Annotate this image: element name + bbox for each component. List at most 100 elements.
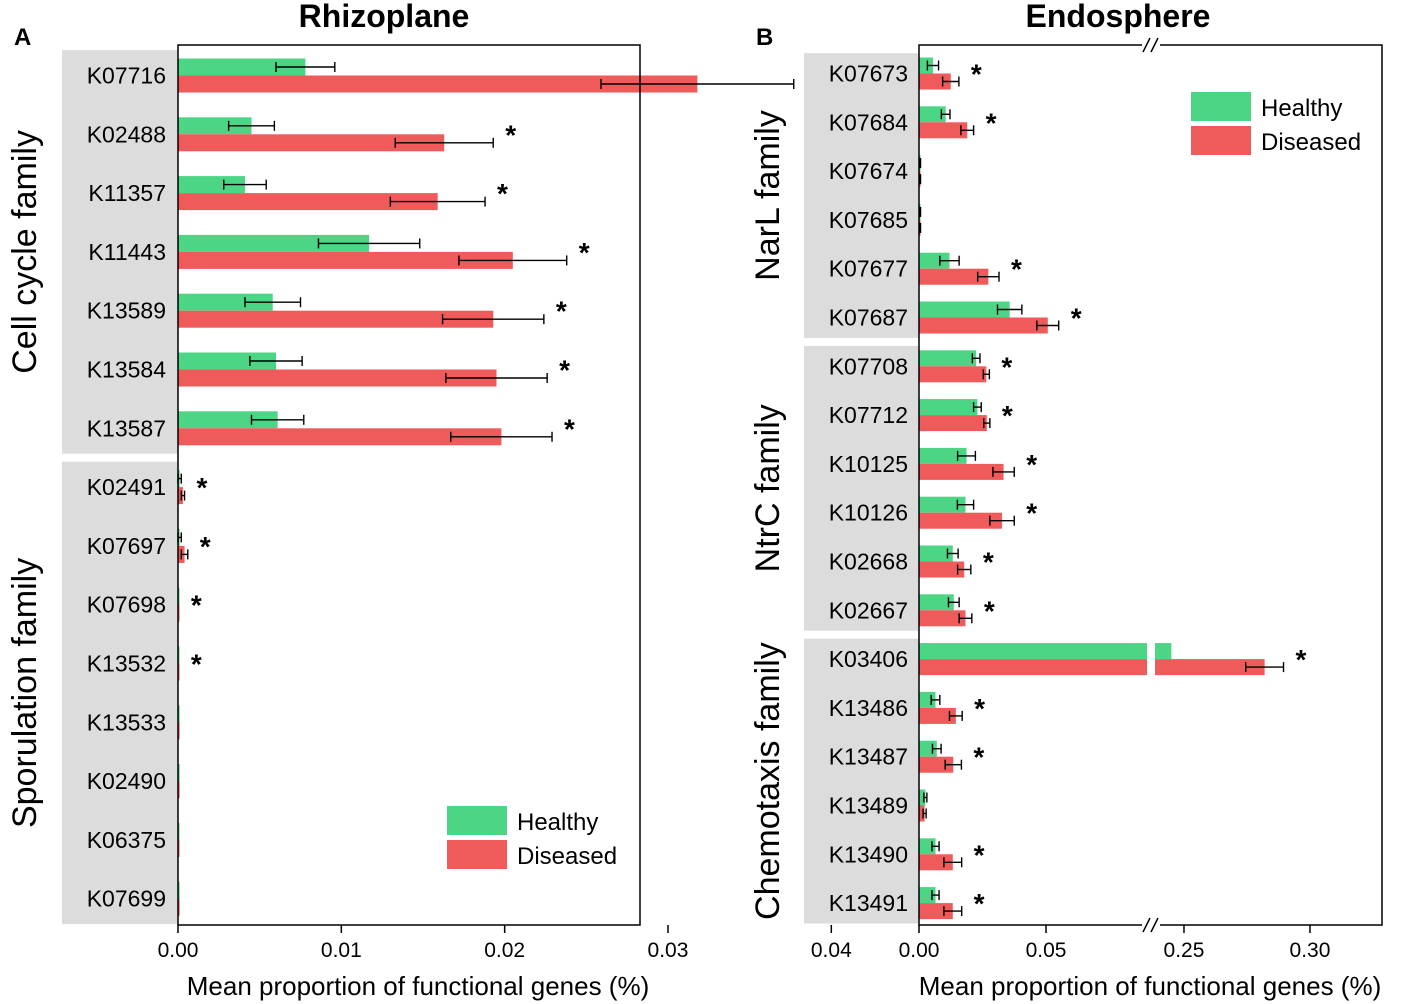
error-bar-healthy-k02667 — [947, 597, 960, 608]
x-tick-label: 0.30 — [1290, 939, 1331, 962]
bar-diseased-k07677 — [919, 268, 989, 285]
error-bar-diseased-k02488 — [394, 137, 494, 148]
significance-star-k07698: * — [191, 590, 202, 621]
bar-diseased-k10126 — [919, 512, 1003, 529]
panel-letter-a: A — [14, 24, 31, 51]
error-bar-healthy-k07716 — [275, 62, 336, 72]
bar-diseased-k11443 — [178, 251, 513, 269]
category-label-k07716: K07716 — [87, 63, 166, 89]
category-label-k03406: K03406 — [829, 646, 908, 672]
bar-healthy-k13587 — [178, 411, 278, 429]
error-bar-diseased-k07712 — [983, 418, 991, 429]
category-label-k02491: K02491 — [87, 474, 166, 500]
bar-healthy-k07712 — [919, 399, 978, 416]
significance-star-k07712: * — [1002, 400, 1013, 431]
x-tick-label: 0.02 — [484, 939, 525, 962]
category-label-k07697: K07697 — [87, 533, 166, 559]
bar-healthy-k07708 — [919, 350, 977, 367]
error-bar-healthy-k07708 — [971, 353, 981, 364]
bar-healthy-k13589 — [178, 293, 273, 311]
error-bar-diseased-k02491 — [180, 490, 186, 501]
x-tick-label: 0.04 — [811, 939, 852, 962]
bar-diseased-k13589 — [178, 310, 494, 328]
category-label-k06375: K06375 — [87, 827, 166, 853]
bar-healthy-k07677 — [919, 252, 950, 269]
group-label: Chemotaxis family — [749, 642, 787, 920]
category-label-k07674: K07674 — [829, 158, 909, 184]
category-label-k13584: K13584 — [87, 357, 167, 383]
chart-title: Endosphere — [1026, 0, 1211, 34]
error-bar-healthy-k02488 — [227, 120, 276, 131]
significance-star-k07708: * — [1001, 351, 1012, 382]
error-bar-healthy-k07673 — [926, 60, 940, 71]
error-bar-diseased-k13587 — [450, 431, 553, 442]
error-bar-diseased-k07697 — [180, 549, 189, 560]
category-label-k07673: K07673 — [829, 61, 908, 87]
significance-star-k02491: * — [197, 472, 208, 503]
legend-swatch-diseased — [1191, 126, 1251, 155]
error-bar-diseased-k10126 — [989, 515, 1015, 526]
bar-diseased-k07708 — [919, 366, 987, 383]
error-bar-healthy-k13491 — [931, 890, 940, 901]
bar-diseased-k13489 — [919, 805, 925, 822]
error-bar-healthy-k13589 — [244, 297, 302, 308]
significance-star-k07697: * — [200, 531, 211, 562]
bar-healthy-k07716 — [178, 58, 306, 76]
significance-star-k13584: * — [559, 355, 570, 386]
bar-diseased-k03406-lower — [919, 659, 1147, 676]
group-background-narl-family — [804, 53, 919, 338]
category-label-k13589: K13589 — [87, 298, 166, 324]
group-background-sporulation-family — [62, 461, 178, 925]
error-bar-diseased-k13486 — [948, 710, 963, 721]
error-bar-diseased-k11357 — [389, 196, 486, 207]
legend-label-healthy: Healthy — [517, 809, 598, 836]
bar-healthy-k10126 — [919, 496, 966, 513]
error-bar-diseased-k13490 — [943, 857, 963, 868]
error-bar-healthy-k13587 — [250, 414, 305, 425]
category-label-k07684: K07684 — [829, 109, 909, 135]
chart-title: Rhizoplane — [299, 0, 470, 34]
error-bar-diseased-k13589 — [441, 314, 545, 325]
bar-diseased-k13587 — [178, 428, 502, 446]
bar-healthy-k11357 — [178, 176, 245, 194]
error-bar-healthy-k13487 — [931, 743, 942, 754]
error-bar-diseased-k13491 — [943, 906, 963, 917]
x-tick-label: 0.00 — [899, 939, 940, 962]
category-label-k13533: K13533 — [87, 709, 166, 735]
error-bar-diseased-k07687 — [1036, 320, 1060, 331]
significance-star-k13491: * — [974, 888, 985, 919]
x-tick-label: 0.03 — [648, 939, 689, 962]
bar-healthy-k07673 — [919, 57, 933, 74]
panel-b: B Endosphere *************** K07673K0768… — [749, 0, 1383, 1001]
error-bar-diseased-k02668 — [956, 564, 972, 575]
error-bar-diseased-k10125 — [992, 466, 1015, 477]
bar-healthy-k02490 — [178, 764, 180, 782]
bar-diseased-k13486 — [919, 707, 956, 724]
bar-healthy-k10125 — [919, 447, 967, 464]
error-bar-diseased-k13487 — [944, 759, 963, 770]
significance-star-k13532: * — [191, 649, 202, 680]
plot-frame — [177, 44, 641, 926]
significance-star-k07684: * — [986, 107, 997, 138]
group-label: Sporulation family — [6, 558, 44, 828]
significance-star-k11443: * — [579, 237, 590, 268]
category-label-k02667: K02667 — [829, 597, 908, 623]
category-label-k02668: K02668 — [829, 549, 908, 575]
error-bar-healthy-k07687 — [996, 304, 1023, 315]
category-label-k02488: K02488 — [87, 121, 166, 147]
error-bar-diseased-k13584 — [445, 373, 548, 383]
legend: Healthy Diseased — [1191, 92, 1361, 156]
bar-healthy-k03406-lower — [919, 643, 1147, 660]
category-label-k13491: K13491 — [829, 890, 908, 916]
bar-diseased-k02490 — [178, 781, 180, 799]
error-bar-healthy-k07712 — [972, 402, 982, 413]
error-bar-healthy-k07685 — [919, 206, 922, 217]
significance-star-k13487: * — [973, 742, 984, 773]
category-label-k10126: K10126 — [829, 500, 908, 526]
error-bar-healthy-k11443 — [317, 238, 421, 249]
error-bar-healthy-k10126 — [956, 499, 975, 510]
error-bar-healthy-k13584 — [249, 356, 303, 366]
axis-break-bottom — [1142, 917, 1160, 933]
legend-label-healthy: Healthy — [1261, 95, 1342, 122]
error-bar-diseased-k07674 — [919, 174, 922, 185]
